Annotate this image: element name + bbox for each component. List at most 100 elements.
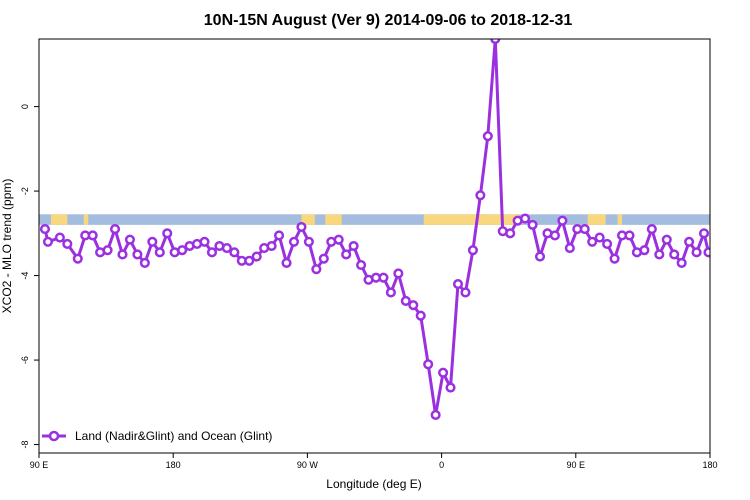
y-tick-label: -4: [20, 272, 30, 280]
data-point: [527, 219, 538, 230]
data-point: [177, 245, 188, 256]
data-point: [87, 230, 98, 241]
legend-entry: Land (Nadir&Glint) and Ocean (Glint): [75, 429, 272, 443]
y-tick-label: 0: [20, 104, 30, 109]
data-point: [251, 251, 262, 262]
data-point: [139, 257, 150, 268]
data-point: [467, 245, 478, 256]
x-tick-label: 180: [166, 460, 181, 470]
x-tick-label: 90 W: [297, 460, 319, 470]
data-point: [154, 247, 165, 258]
data-point: [206, 247, 218, 258]
land-segment-5: [587, 214, 606, 225]
land-segment-6: [617, 214, 623, 225]
land-segment-3: [325, 214, 342, 225]
x-tick-label: 0: [439, 460, 444, 470]
data-point: [288, 236, 300, 247]
data-point: [333, 234, 344, 245]
data-point: [72, 253, 83, 264]
data-point: [661, 234, 672, 245]
series-line-0: [43, 39, 710, 417]
data-point: [39, 224, 51, 235]
y-tick-label: -8: [20, 441, 30, 449]
data-point: [62, 238, 73, 249]
data-point: [221, 243, 232, 254]
data-point: [102, 245, 113, 256]
surface-type-band: [39, 214, 710, 225]
data-point: [624, 230, 635, 241]
data-point: [318, 253, 329, 264]
data-point: [356, 259, 367, 271]
data-point: [460, 287, 471, 298]
data-point: [274, 230, 285, 241]
data-point: [229, 247, 240, 258]
x-tick-label: 90 E: [30, 460, 49, 470]
data-point: [579, 224, 590, 235]
chart-title: 10N-15N August (Ver 9) 2014-09-06 to 201…: [204, 12, 573, 29]
x-tick-label: 180: [702, 460, 717, 470]
data-point: [132, 249, 143, 260]
data-point: [594, 232, 605, 243]
data-point: [587, 236, 598, 247]
data-point: [557, 215, 568, 226]
data-point: [452, 278, 464, 290]
data-point: [703, 247, 710, 258]
data-point: [147, 236, 158, 247]
legend: Land (Nadir&Glint) and Ocean (Glint): [42, 429, 272, 443]
data-point: [430, 409, 441, 421]
data-point: [54, 232, 65, 243]
data-point: [378, 272, 389, 283]
data-point: [646, 224, 657, 235]
y-tick-label: -6: [20, 356, 30, 364]
data-point: [602, 238, 613, 249]
land-segment-4: [423, 214, 520, 225]
data-point: [669, 249, 680, 260]
data-point: [676, 257, 687, 268]
data-point: [475, 190, 486, 201]
data-point: [311, 264, 322, 275]
data-point: [438, 367, 449, 378]
ocean-band: [39, 214, 710, 225]
data-point: [423, 359, 434, 370]
data-point: [296, 221, 307, 233]
data-point: [400, 295, 411, 306]
land-segment-1: [83, 214, 89, 225]
data-point: [408, 300, 419, 311]
data-point: [124, 234, 136, 245]
data-point: [639, 245, 650, 256]
data-point: [698, 228, 710, 239]
data-point: [654, 249, 665, 260]
x-axis-ticks: 90 E 180 90 W 0 90 E 180: [30, 453, 718, 470]
data-point: [520, 213, 531, 224]
data-point: [393, 268, 404, 279]
data-point: [348, 240, 359, 252]
data-point: [691, 247, 702, 258]
data-point: [303, 236, 314, 247]
plot-frame: [38, 38, 711, 454]
data-point: [505, 228, 516, 239]
land-segment-0: [50, 214, 68, 225]
data-point: [684, 236, 695, 247]
data-point: [281, 257, 292, 268]
data-point: [341, 249, 352, 260]
data-point: [609, 253, 620, 264]
data-point: [415, 310, 426, 321]
data-point: [109, 224, 121, 235]
data-point: [482, 131, 493, 142]
series-layer: [39, 39, 710, 421]
data-point: [117, 249, 128, 260]
x-axis-label: Longitude (deg E): [326, 477, 421, 491]
land-segment-2: [301, 214, 315, 225]
data-point: [42, 236, 53, 247]
data-point: [244, 255, 255, 266]
y-tick-label: -2: [20, 187, 30, 195]
legend-marker: [48, 430, 60, 442]
y-axis-ticks: -8 -6 -4 -2 0: [20, 104, 39, 449]
data-point: [564, 243, 575, 254]
data-point: [162, 228, 173, 239]
y-axis-label: XCO2 - MLO trend (ppm): [0, 179, 14, 314]
data-point: [266, 240, 277, 252]
data-point: [445, 382, 456, 393]
data-point: [534, 251, 546, 262]
